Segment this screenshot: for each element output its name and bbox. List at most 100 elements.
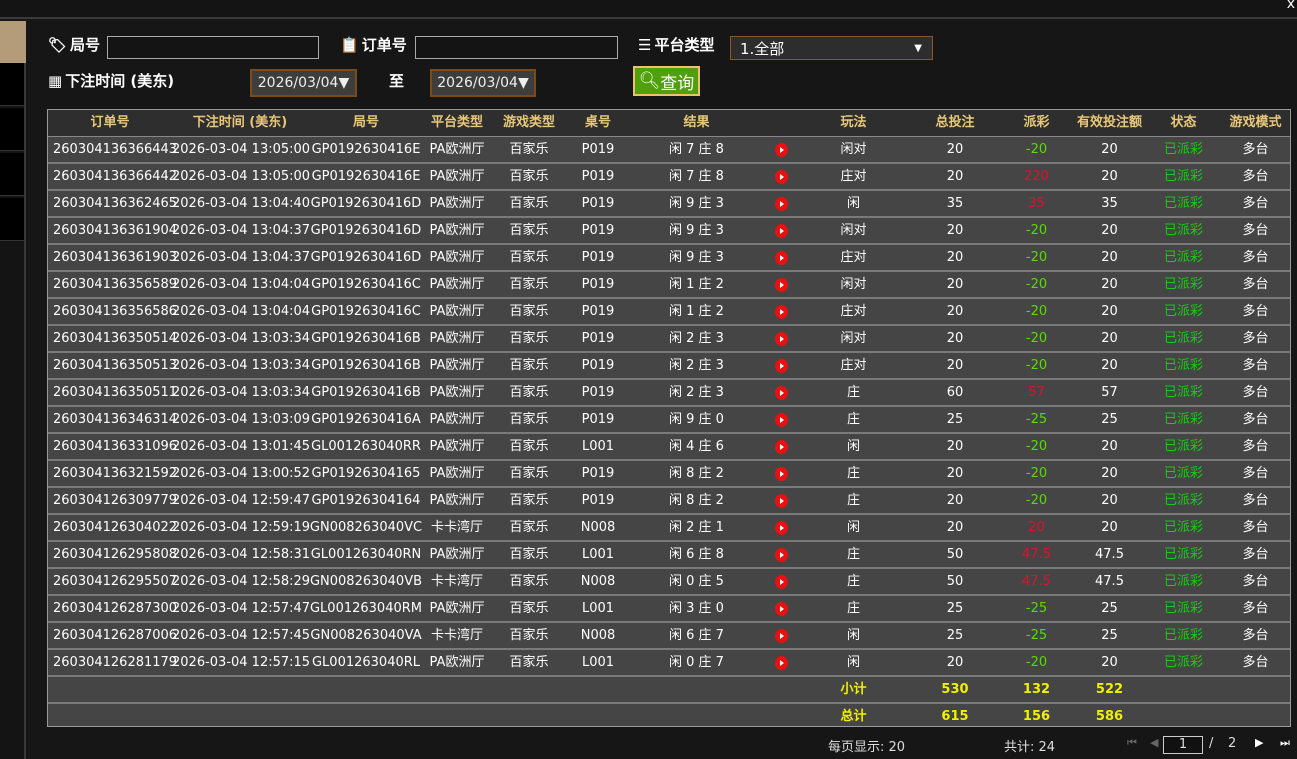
cell-game-mode: 多台 — [1242, 142, 1269, 157]
table-row[interactable]: 260304136366443 2026-03-04 13:05:00 GP0192… — [48, 137, 1290, 164]
play-video-icon[interactable] — [774, 196, 788, 211]
cell-round-no: GP0192630416D — [310, 223, 422, 238]
nav-tab[interactable] — [0, 63, 24, 106]
table-row[interactable]: 260304126304022 2026-03-04 12:59:19 GN0082… — [48, 515, 1290, 542]
cell-total-bet: 25 — [946, 601, 964, 616]
play-video-icon[interactable] — [774, 277, 788, 292]
table-row[interactable]: 260304136366442 2026-03-04 13:05:00 GP0192… — [48, 164, 1290, 191]
play-video-icon[interactable] — [774, 358, 788, 373]
cell-game-mode: 多台 — [1242, 358, 1269, 373]
video-cell[interactable] — [765, 650, 797, 676]
table-row[interactable]: 260304126287006 2026-03-04 12:57:45 GN0082… — [48, 623, 1290, 650]
nav-tab-active[interactable] — [0, 21, 26, 63]
play-video-icon[interactable] — [774, 574, 788, 589]
cell-game-mode: 多台 — [1242, 196, 1269, 211]
last-page-icon[interactable]: ⏭ — [1280, 736, 1290, 749]
cell-platform: PA欧洲厅 — [429, 412, 485, 427]
cell-status: 已派彩 — [1163, 331, 1203, 346]
video-cell[interactable] — [765, 623, 797, 649]
video-cell[interactable] — [765, 299, 797, 325]
table-header: 订单号 下注时间 (美东) 局号 平台类型 游戏类型 桌号 结果 玩法 总投注 派彩 有效投注额 状态… — [48, 110, 1290, 137]
video-cell[interactable] — [765, 542, 797, 568]
nav-tab[interactable] — [0, 198, 24, 241]
play-video-icon[interactable] — [774, 601, 788, 616]
play-video-icon[interactable] — [774, 385, 788, 400]
play-video-icon[interactable] — [774, 142, 788, 157]
table-row[interactable]: 260304136356586 2026-03-04 13:04:04 GP0192… — [48, 299, 1290, 326]
play-video-icon[interactable] — [774, 250, 788, 265]
table-row[interactable]: 260304136362465 2026-03-04 13:04:40 GP0192… — [48, 191, 1290, 218]
video-cell[interactable] — [765, 191, 797, 217]
play-video-icon[interactable] — [774, 169, 788, 184]
platform-select[interactable]: 1.全部 ▼ — [730, 36, 933, 60]
play-video-icon[interactable] — [774, 520, 788, 535]
cell-round-no: GL001263040RM — [309, 601, 422, 616]
cell-status: 已派彩 — [1163, 304, 1203, 319]
prev-page-icon[interactable]: ◀ — [1150, 736, 1159, 749]
table-row[interactable]: 260304136361904 2026-03-04 13:04:37 GP0192… — [48, 218, 1290, 245]
next-page-icon[interactable]: ▶ — [1255, 736, 1264, 749]
cell-total-bet: 20 — [946, 439, 964, 454]
video-cell[interactable] — [765, 245, 797, 271]
video-cell[interactable] — [765, 515, 797, 541]
play-video-icon[interactable] — [774, 466, 788, 481]
play-video-icon[interactable] — [774, 412, 788, 427]
page-input[interactable]: 1 — [1163, 736, 1203, 754]
first-page-icon[interactable]: ⏮ — [1127, 736, 1137, 749]
cell-platform: PA欧洲厅 — [429, 439, 485, 454]
cell-round-no: GP0192630416D — [310, 250, 422, 265]
play-video-icon[interactable] — [774, 628, 788, 643]
cell-round-no: GP0192630416E — [311, 142, 421, 157]
table-row[interactable]: 260304126309779 2026-03-04 12:59:47 GP0192… — [48, 488, 1290, 515]
close-button[interactable]: x — [1286, 0, 1295, 12]
cell-bet-time: 2026-03-04 12:57:47 — [172, 601, 311, 616]
table-row[interactable]: 260304136350511 2026-03-04 13:03:34 GP0192… — [48, 380, 1290, 407]
video-cell[interactable] — [765, 407, 797, 433]
table-row[interactable]: 260304136321592 2026-03-04 13:00:52 GP0192… — [48, 461, 1290, 488]
cell-bet-time: 2026-03-04 13:01:45 — [172, 439, 311, 454]
table-row[interactable]: 260304136361903 2026-03-04 13:04:37 GP0192… — [48, 245, 1290, 272]
table-row[interactable]: 260304136350513 2026-03-04 13:03:34 GP0192… — [48, 353, 1290, 380]
video-cell[interactable] — [765, 569, 797, 595]
video-cell[interactable] — [765, 434, 797, 460]
cell-bet-time: 2026-03-04 13:03:09 — [172, 412, 311, 427]
table-row[interactable]: 260304136350514 2026-03-04 13:03:34 GP0192… — [48, 326, 1290, 353]
video-cell[interactable] — [765, 488, 797, 514]
date-from-picker[interactable]: 2026/03/04▼ — [250, 69, 357, 97]
play-video-icon[interactable] — [774, 655, 788, 670]
nav-tab[interactable] — [0, 153, 24, 196]
video-cell[interactable] — [765, 326, 797, 352]
video-cell[interactable] — [765, 218, 797, 244]
video-cell[interactable] — [765, 596, 797, 622]
video-cell[interactable] — [765, 353, 797, 379]
video-cell[interactable] — [765, 461, 797, 487]
table-row[interactable]: 260304126287300 2026-03-04 12:57:47 GL0012… — [48, 596, 1290, 623]
total-bet: 615 — [941, 709, 969, 724]
play-video-icon[interactable] — [774, 331, 788, 346]
play-video-icon[interactable] — [774, 223, 788, 238]
cell-payout: 20 — [1028, 520, 1045, 535]
cell-platform: 卡卡湾厅 — [430, 520, 483, 535]
table-row[interactable]: 260304126295808 2026-03-04 12:58:31 GL0012… — [48, 542, 1290, 569]
play-video-icon[interactable] — [774, 547, 788, 562]
cell-result: 闲 0 庄 5 — [669, 574, 724, 589]
nav-tab[interactable] — [0, 108, 24, 151]
video-cell[interactable] — [765, 272, 797, 298]
round-input[interactable] — [107, 36, 319, 59]
play-video-icon[interactable] — [774, 439, 788, 454]
video-cell[interactable] — [765, 380, 797, 406]
video-cell[interactable] — [765, 164, 797, 190]
table-row[interactable]: 260304136356589 2026-03-04 13:04:04 GP0192… — [48, 272, 1290, 299]
cell-status: 已派彩 — [1163, 601, 1203, 616]
play-video-icon[interactable] — [774, 304, 788, 319]
table-row[interactable]: 260304126281179 2026-03-04 12:57:15 GL0012… — [48, 650, 1290, 677]
table-row[interactable]: 260304136331096 2026-03-04 13:01:45 GL0012… — [48, 434, 1290, 461]
query-button[interactable]: 🔍︎ 查询 — [633, 66, 700, 96]
cell-table-no: P019 — [581, 385, 615, 400]
date-to-picker[interactable]: 2026/03/04▼ — [430, 69, 536, 97]
video-cell[interactable] — [765, 137, 797, 163]
play-video-icon[interactable] — [774, 493, 788, 508]
table-row[interactable]: 260304126295507 2026-03-04 12:58:29 GN0082… — [48, 569, 1290, 596]
order-input[interactable] — [415, 36, 618, 59]
table-row[interactable]: 260304136346314 2026-03-04 13:03:09 GP0192… — [48, 407, 1290, 434]
